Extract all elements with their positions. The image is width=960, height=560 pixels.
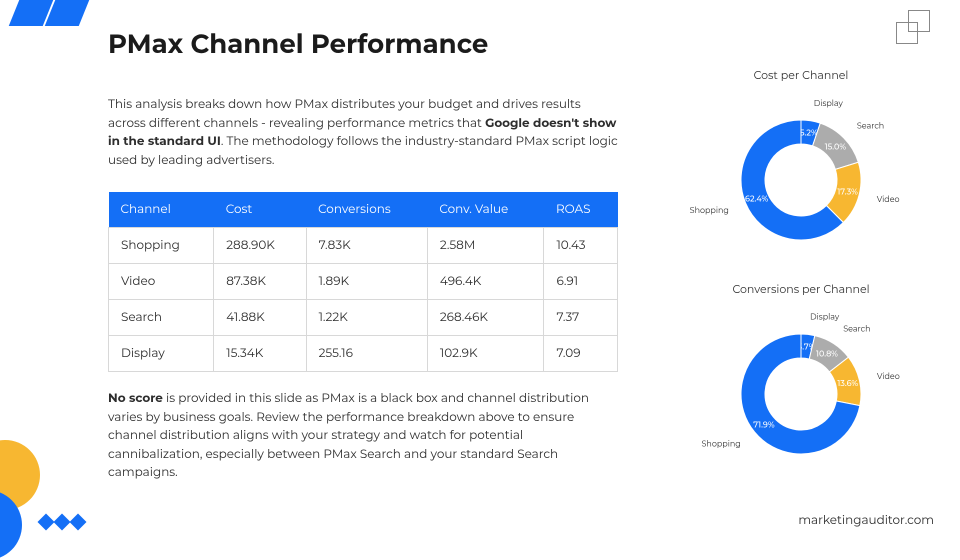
- cost-chart-segment-label: Shopping: [690, 206, 729, 216]
- cost-chart-pct-label: 15.0%: [825, 143, 847, 153]
- table-cell: 41.88K: [214, 300, 306, 336]
- table-header-cell: Channel: [109, 192, 214, 228]
- table-cell: 7.37: [544, 300, 618, 336]
- table-cell: Video: [109, 264, 214, 300]
- table-cell: 6.91: [544, 264, 618, 300]
- table-cell: 7.83K: [306, 228, 427, 264]
- footer-brand: marketingauditor.com: [798, 513, 934, 528]
- performance-table: ChannelCostConversionsConv. ValueROAS Sh…: [108, 192, 618, 372]
- table-cell: 10.43: [544, 228, 618, 264]
- cost-chart-pct-label: 62.4%: [745, 194, 768, 204]
- conv-chart-segment-label: Display: [810, 313, 840, 323]
- table-cell: 255.16: [306, 336, 427, 372]
- conversions-per-channel-chart: Conversions per Channel 3.7%Display10.8%…: [686, 282, 916, 483]
- cost-per-channel-chart: Cost per Channel 5.2%Display15.0%Search1…: [686, 68, 916, 269]
- cost-chart-segment-label: Video: [877, 195, 900, 205]
- cost-chart-segment-label: Search: [857, 122, 884, 132]
- table-cell: 1.22K: [306, 300, 427, 336]
- table-cell: Display: [109, 336, 214, 372]
- conv-chart-pct-label: 10.8%: [816, 350, 838, 360]
- table-cell: 288.90K: [214, 228, 306, 264]
- table-header-cell: Conv. Value: [427, 192, 544, 228]
- cost-chart-segment-label: Display: [814, 99, 844, 109]
- table-row: Search41.88K1.22K268.46K7.37: [109, 300, 618, 336]
- cost-chart-pct-label: 17.3%: [837, 188, 858, 198]
- table-cell: 2.58M: [427, 228, 544, 264]
- chart-title: Conversions per Channel: [686, 282, 916, 296]
- outro-paragraph: No score is provided in this slide as PM…: [108, 390, 618, 483]
- chart-title: Cost per Channel: [686, 68, 916, 82]
- table-row: Display15.34K255.16102.9K7.09: [109, 336, 618, 372]
- table-cell: 87.38K: [214, 264, 306, 300]
- table-cell: 15.34K: [214, 336, 306, 372]
- conv-chart-segment-label: Shopping: [702, 440, 741, 450]
- table-row: Shopping288.90K7.83K2.58M10.43: [109, 228, 618, 264]
- page-title: PMax Channel Performance: [108, 28, 488, 60]
- table-cell: 496.4K: [427, 264, 544, 300]
- table-cell: 268.46K: [427, 300, 544, 336]
- deco-squares-icon: [896, 10, 938, 52]
- table-row: Video87.38K1.89K496.4K6.91: [109, 264, 618, 300]
- table-header-cell: Cost: [214, 192, 306, 228]
- table-header-cell: ROAS: [544, 192, 618, 228]
- table-header-cell: Conversions: [306, 192, 427, 228]
- conv-chart-pct-label: 71.9%: [753, 420, 775, 430]
- table-cell: 7.09: [544, 336, 618, 372]
- table-cell: 102.9K: [427, 336, 544, 372]
- table-header-row: ChannelCostConversionsConv. ValueROAS: [109, 192, 618, 228]
- table-cell: Shopping: [109, 228, 214, 264]
- table-cell: Search: [109, 300, 214, 336]
- conv-chart-segment-label: Video: [877, 372, 900, 382]
- conv-chart-segment-label: Search: [843, 324, 870, 334]
- table-cell: 1.89K: [306, 264, 427, 300]
- intro-paragraph: This analysis breaks down how PMax distr…: [108, 96, 618, 170]
- conv-chart-pct-label: 13.6%: [837, 379, 858, 389]
- deco-diamonds: [40, 516, 84, 528]
